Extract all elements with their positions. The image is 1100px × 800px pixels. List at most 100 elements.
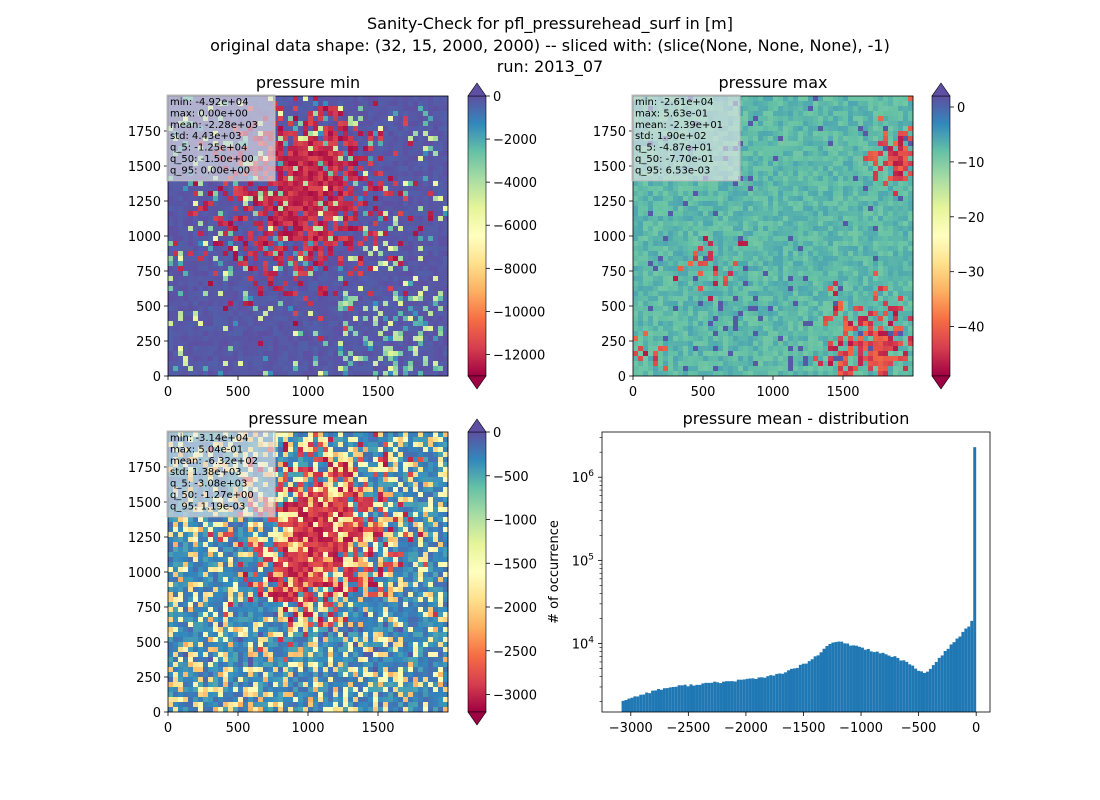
heatmap-cell [408,161,414,167]
heatmap-cell [678,241,684,247]
heatmap-cell [188,236,194,242]
heatmap-cell [368,201,374,207]
heatmap-cell [353,341,359,347]
heatmap-cell [398,171,404,177]
heatmap-cell [208,186,214,192]
heatmap-cell [373,311,379,317]
heatmap-cell [173,206,179,212]
heatmap-cell [208,206,214,212]
heatmap-cell [708,226,714,232]
heatmap-cell [168,246,174,252]
heatmap-cell [313,186,319,192]
heatmap-cell [313,281,319,287]
heatmap-cell [443,96,449,102]
heatmap-cell [248,246,254,252]
heatmap-cell [218,201,224,207]
heatmap-cell [243,316,249,322]
heatmap-cell [198,271,204,277]
heatmap-cell [788,256,794,262]
heatmap-cell [698,251,704,257]
heatmap-cell [328,196,334,202]
heatmap-cell [403,141,409,147]
heatmap-cell [248,321,254,327]
heatmap-cell [298,371,304,377]
heatmap-cell [228,326,234,332]
heatmap-cell [748,276,754,282]
heatmap-cell [173,191,179,197]
heatmap-cell [663,281,669,287]
heatmap-cell [253,236,259,242]
heatmap-cell [303,166,309,172]
heatmap-cell [293,336,299,342]
heatmap-cell [293,166,299,172]
y-tick-label: 1000 [128,230,161,245]
heatmap-cell [428,156,434,162]
heatmap-cell [738,241,744,247]
heatmap-cell [783,366,789,372]
heatmap-cell [228,201,234,207]
heatmap-cell [368,151,374,157]
heatmap-cell [783,246,789,252]
heatmap-cell [408,176,414,182]
heatmap-cell [208,191,214,197]
colorbar-tick-label: −8000 [493,262,537,277]
heatmap-cell [198,196,204,202]
heatmap-cell [728,271,734,277]
heatmap-cell [693,286,699,292]
heatmap-cell [203,311,209,317]
heatmap-cell [383,351,389,357]
heatmap-cell [403,186,409,192]
heatmap-cell [323,276,329,282]
heatmap-cell [703,256,709,262]
heatmap-cell [178,296,184,302]
heatmap-cell [418,271,424,277]
heatmap-cell [308,126,314,132]
heatmap-cell [383,121,389,127]
heatmap-cell [368,306,374,312]
heatmap-cell [693,371,699,377]
heatmap-cell [268,271,274,277]
heatmap-cell [428,326,434,332]
heatmap-cell [788,276,794,282]
heatmap-cell [213,286,219,292]
heatmap-cell [228,266,234,272]
heatmap-cell [333,326,339,332]
heatmap-cell [293,216,299,222]
heatmap-cell [173,366,179,372]
heatmap-cell [283,171,289,177]
heatmap-cell [698,271,704,277]
heatmap-cell [218,296,224,302]
heatmap-cell [333,206,339,212]
heatmap-cell [228,226,234,232]
heatmap-cell [203,251,209,257]
heatmap-cell [303,216,309,222]
heatmap-cell [758,106,764,112]
heatmap-cell [353,116,359,122]
heatmap-cell [353,326,359,332]
heatmap-cell [218,216,224,222]
heatmap-cell [268,261,274,267]
heatmap-cell [198,321,204,327]
heatmap-cell [283,286,289,292]
heatmap-cell [338,181,344,187]
heatmap-cell [358,361,364,367]
heatmap-cell [288,251,294,257]
heatmap-cell [778,371,784,377]
heatmap-cell [743,161,749,167]
heatmap-cell [653,356,659,362]
heatmap-cell [658,241,664,247]
heatmap-cell [333,281,339,287]
heatmap-cell [248,286,254,292]
heatmap-cell [303,346,309,352]
heatmap-cell [233,226,239,232]
heatmap-cell [648,321,654,327]
heatmap-cell [763,341,769,347]
heatmap-cell [653,196,659,202]
heatmap-cell [643,301,649,307]
heatmap-cell [298,181,304,187]
heatmap-cell [188,321,194,327]
heatmap-cell [763,321,769,327]
heatmap-cell [413,286,419,292]
heatmap-cell [223,206,229,212]
heatmap-cell [428,111,434,117]
